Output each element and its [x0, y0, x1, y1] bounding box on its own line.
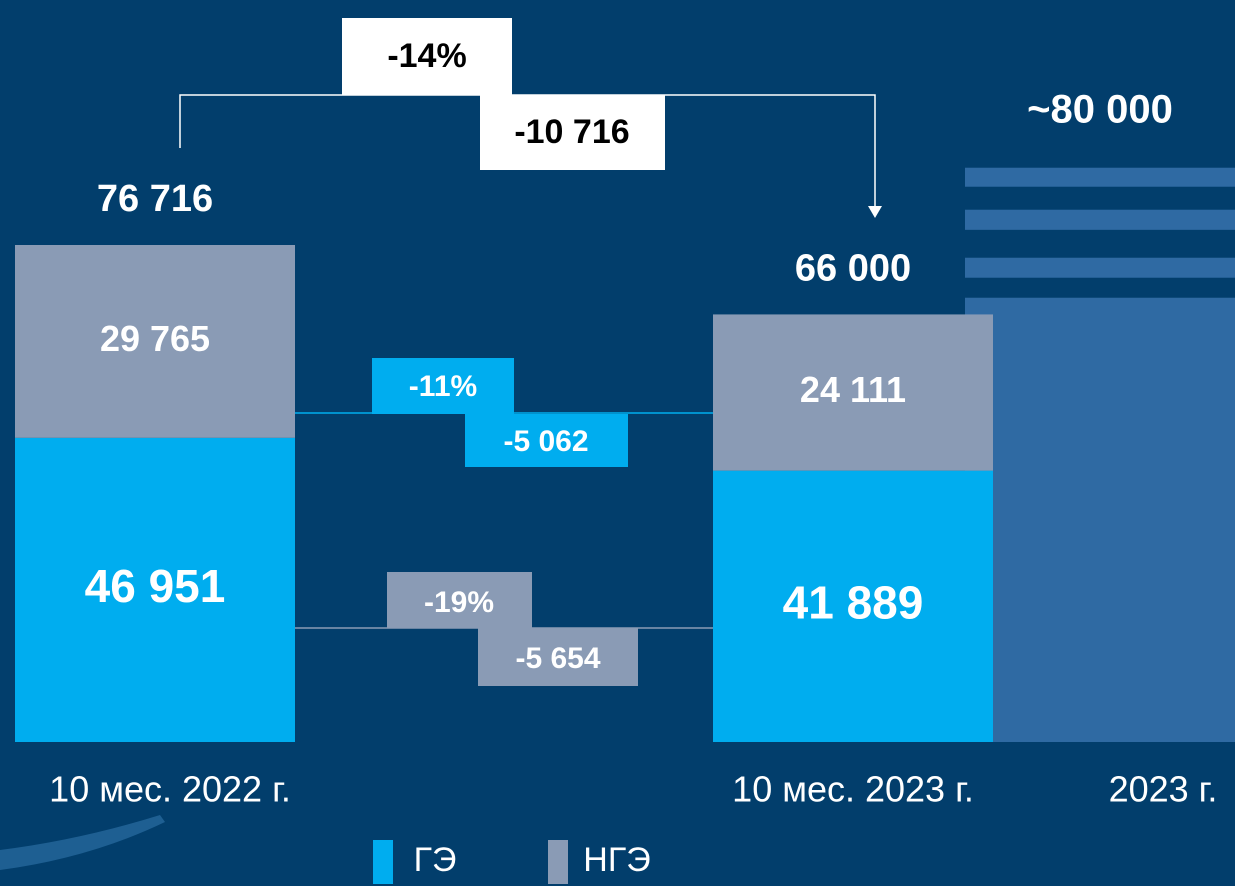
stripe-gap: [965, 277, 1235, 298]
annotation: -14%: [387, 37, 466, 75]
bar-segment: [15, 245, 295, 438]
annotation: -11%: [409, 370, 477, 403]
total-label: 76 716: [97, 178, 213, 220]
value-label: 46 951: [85, 560, 226, 612]
stripe-gap: [965, 229, 1235, 258]
annotation-box: [387, 572, 532, 628]
value-label: 24 111: [800, 369, 906, 410]
bar-segment: [713, 314, 993, 471]
legend: ГЭ НГЭ: [373, 840, 651, 884]
annotation-box: [465, 414, 628, 467]
category-label: 10 мес. 2022 г.: [49, 769, 291, 810]
annotation-box: [480, 95, 665, 170]
total-label: ~80 000: [1027, 87, 1173, 131]
category-label: 2023 г.: [1109, 769, 1218, 810]
legend-label: НГЭ: [583, 841, 650, 879]
annotation-box: [372, 358, 514, 414]
decoration: [0, 815, 165, 870]
annotation: -5 654: [515, 642, 600, 675]
value-label: 29 765: [100, 318, 210, 359]
legend-swatch: [548, 840, 568, 884]
stripe: [965, 209, 1235, 230]
annotations: -14% -10 716 -11% -5 062 -19% -5 654: [179, 18, 882, 686]
arrow: [868, 206, 882, 218]
bar-segment: [15, 437, 295, 742]
bars: ~80 000 2023 г. 46 951 29 765 76 716 10 мес. …: [15, 87, 1235, 810]
value-label: 41 889: [783, 576, 924, 628]
bar-segment: [713, 470, 993, 742]
annotation-box: [342, 18, 512, 95]
total-label: 66 000: [795, 247, 911, 289]
forecast-bar: [965, 223, 1235, 743]
annotation: -5 062: [503, 425, 588, 458]
legend-label: ГЭ: [414, 841, 457, 879]
legend-swatch: [373, 840, 393, 884]
stripe: [965, 167, 1235, 187]
annotation: -19%: [424, 586, 494, 619]
annotation-box: [478, 628, 638, 686]
category-label: 10 мес. 2023 г.: [732, 769, 974, 810]
annotation: -10 716: [514, 113, 629, 151]
